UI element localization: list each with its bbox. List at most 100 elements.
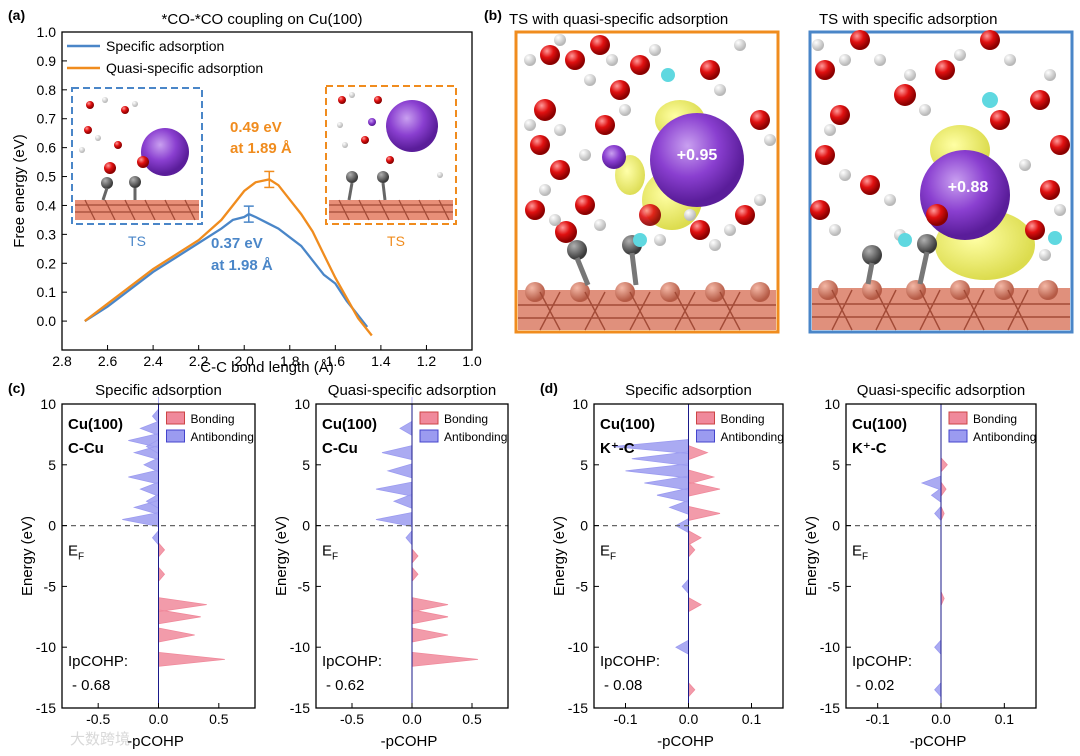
y-tick-label: 0 [48, 518, 56, 534]
cohp-subplot: Quasi-specific adsorption 10 5 0 -5 -10 -15 -0.… [273, 382, 509, 750]
y-tick-label: 10 [572, 396, 588, 412]
x-tick-label: 1.0 [462, 353, 482, 369]
x-tick-label: -0.1 [613, 711, 637, 727]
inset-quasi-ts: TS [325, 85, 457, 249]
panel-a-legend: Specific adsorption Quasi-specific adsor… [67, 38, 263, 76]
ipcohp-label: IpCOHP: [600, 653, 660, 670]
inset-specific-ts: TS [71, 87, 203, 249]
ipcohp-label: IpCOHP: [852, 653, 912, 670]
legend-swatch-antibonding [166, 429, 185, 443]
y-tick-label: -10 [36, 639, 56, 655]
k-ion-right [386, 100, 438, 152]
bond-label: K⁺-C [600, 440, 635, 457]
x-tick-label: 0.0 [931, 711, 951, 727]
fermi-subscript: F [78, 552, 84, 563]
bonding-fill [158, 541, 225, 667]
cu-surface-left [518, 282, 776, 331]
x-tick-label: 0.1 [995, 711, 1015, 727]
k-ion-left [141, 128, 189, 176]
subplot-title: Quasi-specific adsorption [857, 382, 1025, 399]
fermi-subscript: F [610, 552, 616, 563]
charge-quasi: +0.95 [677, 147, 718, 164]
annotation-quasi-line2: at 1.89 Å [230, 140, 292, 157]
x-tick-label: 2.2 [189, 353, 209, 369]
y-tick-label: 5 [48, 457, 56, 473]
system-label: Cu(100) [68, 416, 123, 433]
panel-b-right-title: TS with specific adsorption [819, 11, 997, 28]
y-tick-label: 5 [302, 457, 310, 473]
panel-a-series [84, 170, 373, 337]
ipcohp-label: IpCOHP: [322, 653, 382, 670]
legend-label-bonding: Bonding [973, 412, 1017, 426]
x-tick-label: 1.4 [371, 353, 391, 369]
legend-swatch-bonding [166, 411, 185, 425]
structure-specific: +0.88 [808, 30, 1074, 334]
panel-a-x-axis: 2.8 2.6 2.4 2.2 2.0 1.8 1.6 1.4 1.2 1.0 [52, 345, 482, 369]
legend-swatch-bonding [948, 411, 968, 425]
x-tick-label: 1.6 [326, 353, 346, 369]
legend-label-quasi: Quasi-specific adsorption [106, 60, 263, 76]
legend-label-specific: Specific adsorption [106, 38, 224, 54]
y-tick-label: -10 [820, 639, 840, 655]
subplot-title: Specific adsorption [625, 382, 752, 399]
y-tick-label: 5 [832, 457, 840, 473]
charge-specific: +0.88 [948, 179, 989, 196]
cohp-subplot: Quasi-specific adsorption 10 5 0 -5 -10 -15 -0.… [803, 382, 1037, 750]
y-tick-label: -10 [568, 639, 588, 655]
x-tick-label: 0.5 [209, 711, 229, 727]
structure-quasi-specific: +0.95 [514, 30, 780, 334]
x-axis-label: -pCOHP [910, 733, 967, 750]
legend-label-antibonding: Antibonding [444, 430, 507, 444]
panel-a-x-axis-label: C-C bond length (Å) [200, 359, 333, 376]
y-tick-label: 0 [580, 518, 588, 534]
fermi-label: EF [68, 543, 84, 563]
panel-a-y-axis: 0.0 0.1 0.2 0.3 0.4 0.5 0.6 0.7 0.8 0.9 1.0 [37, 24, 67, 329]
antibonding-fill [920, 475, 942, 698]
system-label: Cu(100) [322, 416, 377, 433]
legend-swatch-bonding [419, 411, 439, 425]
x-tick-label: 1.8 [280, 353, 300, 369]
legend-label-bonding: Bonding [191, 412, 235, 426]
x-tick-label: -0.5 [340, 711, 364, 727]
x-tick-label: 0.1 [742, 711, 762, 727]
y-tick-label: -15 [820, 700, 840, 716]
cohp-plots: Specific adsorption 10 5 0 -5 -10 -15 -0.5 0.0 0.… [19, 382, 1037, 750]
y-tick-label: 0.8 [37, 82, 57, 98]
x-tick-label: 2.6 [98, 353, 118, 369]
bonding-fill [940, 456, 948, 606]
x-tick-label: 0.0 [402, 711, 422, 727]
y-tick-label: 0.5 [37, 169, 57, 185]
legend-label-bonding: Bonding [444, 412, 488, 426]
y-tick-label: -5 [828, 578, 841, 594]
x-tick-label: 2.8 [52, 353, 72, 369]
antibonding-fill [122, 397, 159, 546]
panel-c-label: (c) [8, 380, 25, 396]
panel-d-label: (d) [540, 380, 558, 396]
x-tick-label: 0.0 [149, 711, 169, 727]
inset-specific-label: TS [128, 233, 146, 249]
y-tick-label: -15 [568, 700, 588, 716]
y-tick-label: 0.2 [37, 255, 57, 271]
cohp-subplot: Specific adsorption 10 5 0 -5 -10 -15 -0.5 0.0 0.… [19, 382, 256, 750]
y-tick-label: -5 [576, 578, 589, 594]
bond-label: C-Cu [68, 440, 104, 457]
panel-b-label: (b) [484, 7, 502, 23]
annotation-specific-line2: at 1.98 Å [211, 257, 273, 274]
panel-a-plot-frame [61, 31, 473, 351]
y-tick-label: 5 [580, 457, 588, 473]
legend-swatch-bonding [696, 411, 715, 425]
panel-b-left-title: TS with quasi-specific adsorption [509, 11, 728, 28]
x-tick-label: 1.2 [417, 353, 437, 369]
y-tick-label: 1.0 [37, 24, 57, 40]
x-tick-label: -0.1 [866, 711, 890, 727]
y-tick-label: 10 [824, 396, 840, 412]
k-ion-quasi [650, 113, 744, 207]
y-axis-label: Energy (eV) [551, 516, 568, 596]
legend-label-antibonding: Antibonding [973, 430, 1036, 444]
legend-swatch-antibonding [419, 429, 439, 443]
legend-swatch-antibonding [696, 429, 715, 443]
series-line-quasi-specific [84, 178, 373, 337]
x-tick-label: 0.5 [462, 711, 482, 727]
fermi-subscript: F [862, 552, 868, 563]
series-line-specific [84, 212, 369, 328]
